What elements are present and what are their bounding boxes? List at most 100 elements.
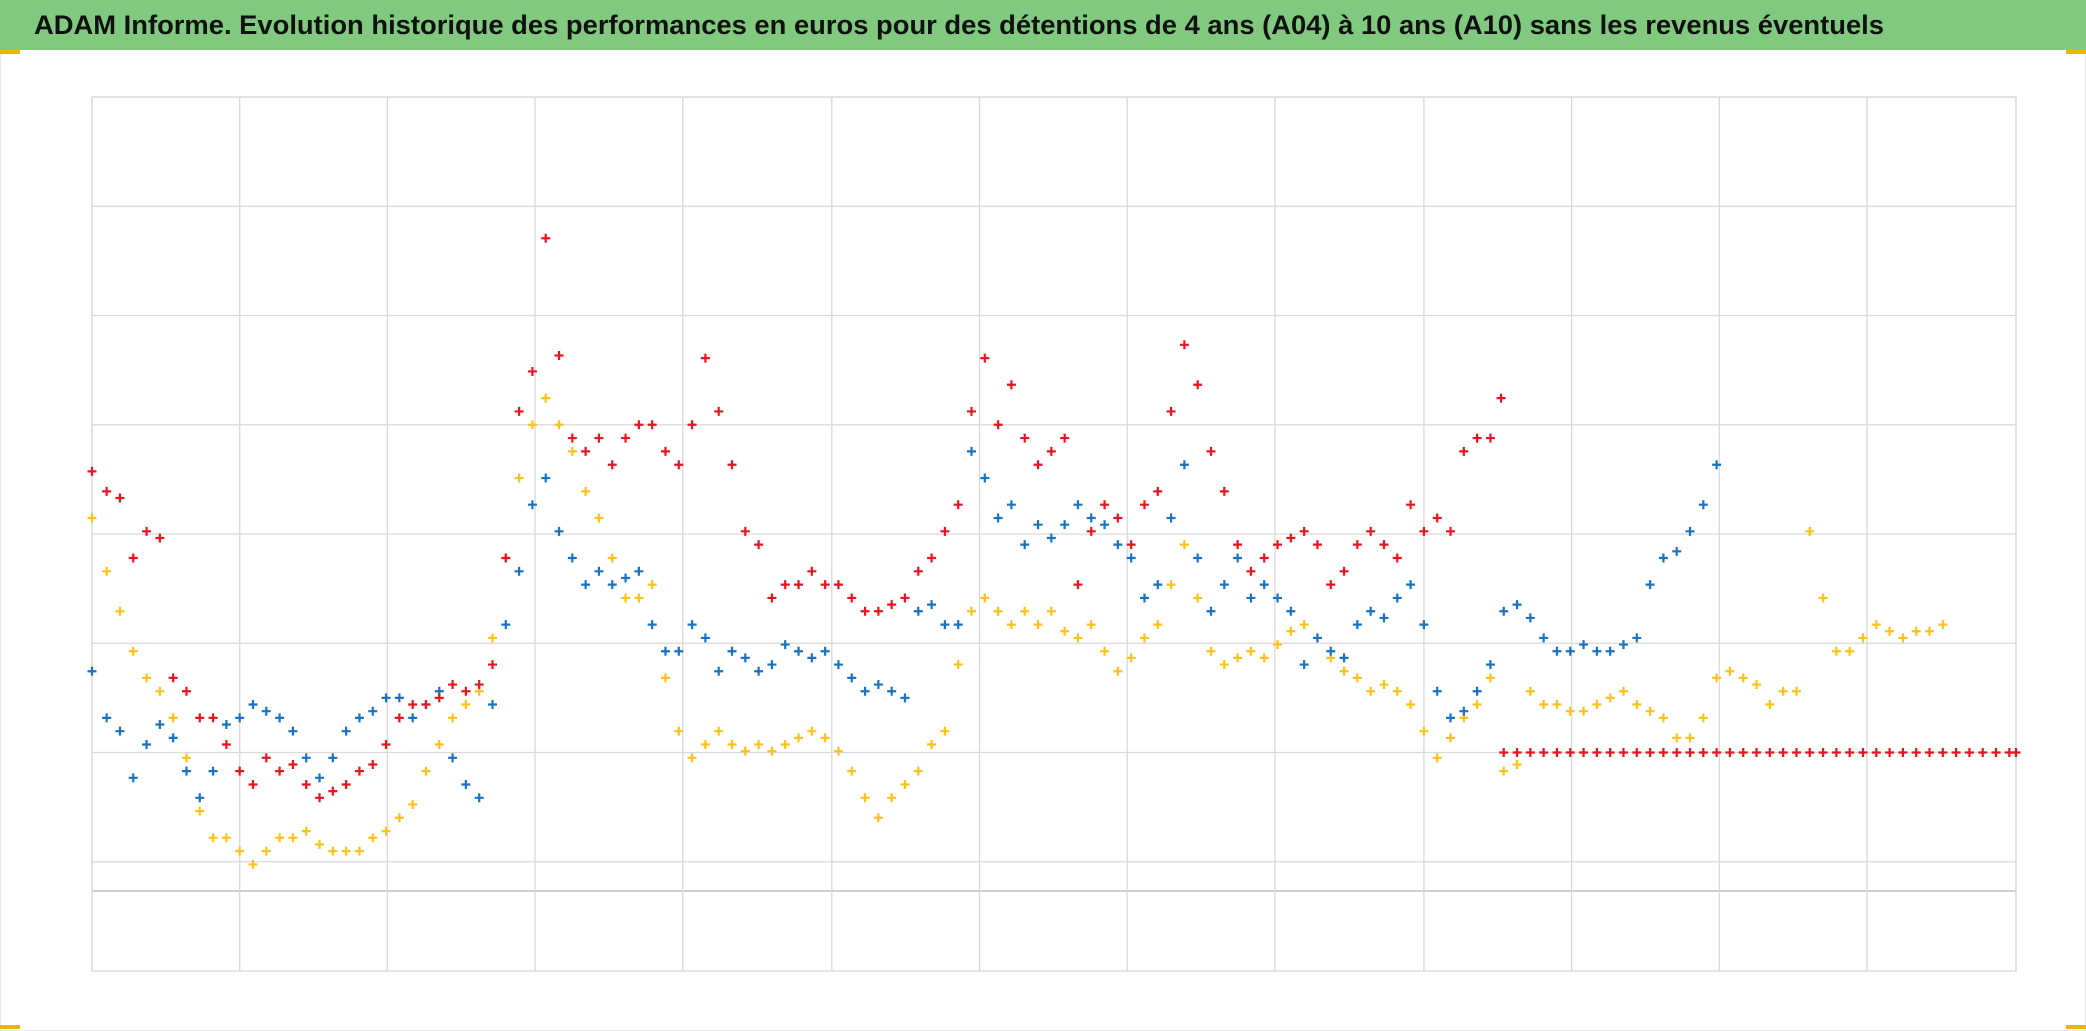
point bbox=[647, 620, 657, 630]
point bbox=[248, 779, 258, 789]
point bbox=[1339, 666, 1349, 676]
point bbox=[1752, 748, 1762, 757]
point bbox=[1845, 748, 1855, 757]
point bbox=[1831, 748, 1841, 757]
point bbox=[1033, 520, 1043, 530]
point bbox=[1033, 460, 1043, 470]
point bbox=[727, 460, 737, 470]
point bbox=[1565, 748, 1575, 757]
point bbox=[740, 746, 750, 756]
point bbox=[567, 553, 577, 563]
point bbox=[1512, 759, 1522, 769]
point bbox=[1020, 540, 1030, 550]
point bbox=[1539, 700, 1549, 710]
point bbox=[940, 526, 950, 536]
point bbox=[1312, 633, 1322, 643]
point bbox=[660, 646, 670, 656]
point bbox=[993, 420, 1003, 430]
point bbox=[1632, 748, 1642, 757]
point bbox=[980, 593, 990, 603]
point bbox=[1778, 686, 1788, 696]
point bbox=[1153, 486, 1163, 496]
point bbox=[1964, 748, 1974, 757]
point bbox=[860, 606, 870, 616]
point bbox=[687, 620, 697, 630]
point bbox=[607, 460, 617, 470]
point bbox=[727, 740, 737, 750]
point bbox=[87, 466, 97, 476]
point bbox=[1459, 446, 1469, 456]
point bbox=[1286, 626, 1296, 636]
point bbox=[1592, 646, 1602, 656]
point bbox=[408, 799, 418, 809]
point bbox=[1645, 706, 1655, 716]
series bbox=[87, 233, 2021, 803]
point bbox=[87, 513, 97, 523]
point bbox=[394, 813, 404, 823]
point bbox=[594, 433, 604, 443]
point bbox=[1286, 533, 1296, 543]
point bbox=[1712, 673, 1722, 683]
point bbox=[275, 766, 285, 776]
point bbox=[833, 580, 843, 590]
point bbox=[2011, 748, 2021, 757]
point bbox=[1020, 606, 1030, 616]
point bbox=[1512, 748, 1522, 757]
point bbox=[1392, 686, 1402, 696]
point bbox=[248, 700, 258, 710]
point bbox=[913, 766, 923, 776]
point bbox=[155, 720, 165, 730]
point bbox=[927, 600, 937, 610]
point bbox=[1193, 553, 1203, 563]
corner-mark bbox=[0, 50, 20, 54]
point bbox=[421, 766, 431, 776]
point bbox=[474, 793, 484, 803]
point bbox=[1219, 660, 1229, 670]
chart-title: ADAM Informe. Evolution historique des p… bbox=[34, 10, 1884, 40]
point bbox=[807, 726, 817, 736]
point bbox=[1791, 748, 1801, 757]
point bbox=[1006, 380, 1016, 390]
point bbox=[554, 526, 564, 536]
grid bbox=[91, 96, 2017, 971]
point bbox=[581, 486, 591, 496]
point bbox=[621, 433, 631, 443]
point bbox=[1432, 513, 1442, 523]
point bbox=[847, 766, 857, 776]
point bbox=[368, 833, 378, 843]
point bbox=[1219, 486, 1229, 496]
point bbox=[1845, 646, 1855, 656]
point bbox=[980, 473, 990, 483]
point bbox=[301, 753, 311, 763]
point bbox=[368, 706, 378, 716]
point bbox=[514, 406, 524, 416]
point bbox=[740, 653, 750, 663]
point bbox=[754, 540, 764, 550]
series bbox=[87, 393, 1948, 869]
point bbox=[1206, 646, 1216, 656]
point bbox=[860, 793, 870, 803]
point bbox=[1885, 748, 1895, 757]
point bbox=[700, 740, 710, 750]
point bbox=[541, 473, 551, 483]
point bbox=[634, 420, 644, 430]
point bbox=[527, 420, 537, 430]
point bbox=[1605, 693, 1615, 703]
point bbox=[687, 753, 697, 763]
point bbox=[900, 779, 910, 789]
point bbox=[780, 640, 790, 650]
point bbox=[594, 513, 604, 523]
point bbox=[1818, 593, 1828, 603]
point bbox=[168, 733, 178, 743]
point bbox=[1273, 593, 1283, 603]
point bbox=[1113, 666, 1123, 676]
point bbox=[275, 833, 285, 843]
point bbox=[394, 693, 404, 703]
point bbox=[1991, 748, 2001, 757]
point bbox=[567, 433, 577, 443]
point bbox=[1698, 713, 1708, 723]
point bbox=[1073, 500, 1083, 510]
point bbox=[1153, 620, 1163, 630]
point bbox=[1645, 748, 1655, 757]
point bbox=[767, 746, 777, 756]
